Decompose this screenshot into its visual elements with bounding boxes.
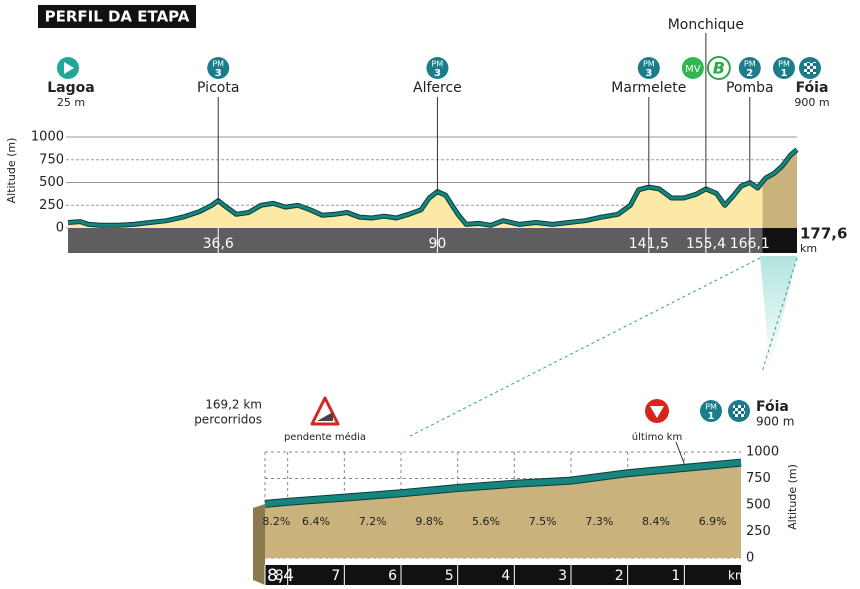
start-note: 169,2 km	[205, 398, 262, 412]
zoom-beam	[760, 256, 797, 370]
start-note: percorridos	[194, 413, 262, 427]
y-tick-label: 0	[746, 551, 754, 566]
gradient-label: 6.9%	[699, 515, 727, 528]
badge-text: MV	[685, 64, 701, 75]
x-tick-label: 166,1	[730, 236, 770, 252]
gradient-label: 7.5%	[529, 515, 557, 528]
gradient-label: 8.4%	[642, 515, 670, 528]
x-tick-label: 155,4	[686, 236, 726, 252]
x-unit: km	[728, 569, 747, 583]
y-tick-label: 750	[746, 471, 771, 486]
title-box	[38, 5, 196, 28]
badge-cat: 2	[746, 68, 753, 79]
profile-line	[264, 459, 742, 507]
profile-line	[67, 148, 798, 227]
badge-cat: 1	[781, 68, 788, 79]
x-unit: km	[800, 242, 817, 255]
waypoint-altitude: 900 m	[794, 96, 829, 109]
chart-title: PERFIL DA ETAPA	[45, 8, 190, 26]
badge-text: PM	[212, 60, 224, 69]
x-tick-label: 3	[558, 568, 567, 584]
x-tick-label: 4	[501, 568, 510, 584]
badge-cat: 3	[645, 68, 652, 79]
x-tick-label: 5	[445, 568, 454, 584]
x-tick-label: 1	[671, 568, 680, 584]
y-tick-label: 1000	[31, 130, 64, 145]
gradient-label: 7.3%	[585, 515, 613, 528]
y-tick-label: 1000	[746, 445, 779, 460]
distance-band	[265, 565, 741, 585]
climb-badge	[738, 57, 761, 79]
y-axis-label: Altitude (m)	[5, 138, 18, 204]
distance-band	[68, 228, 797, 253]
gradient-note: pendente média	[284, 431, 366, 443]
finish-flag	[804, 62, 816, 74]
profile-area	[265, 462, 741, 558]
gradient-label: 6.4%	[302, 515, 330, 528]
climb-badge	[700, 400, 722, 422]
overview-chart: 0 250 500 750 1000 Altitude (m) 36,6 90 141,5 155…	[5, 17, 847, 255]
gradient-label: 7.2%	[359, 515, 387, 528]
badge-cat: 3	[215, 68, 222, 79]
waypoint-name: Lagoa	[47, 80, 94, 96]
badge-cat: 3	[434, 68, 441, 79]
side-face	[253, 503, 265, 585]
zoom-line	[761, 257, 798, 373]
x-tick-label: 8	[275, 568, 284, 584]
x-tick-label: 90	[429, 236, 447, 252]
y-tick-label: 500	[39, 175, 64, 190]
badge-text: PM	[643, 60, 655, 69]
climb-badge	[773, 57, 795, 79]
waypoint-name: Marmelete	[611, 80, 686, 96]
last-km-note: último km	[632, 431, 682, 443]
x-tick-label: 36,6	[203, 236, 234, 252]
x-tick-label: 7	[331, 568, 340, 584]
waypoint-name: Alferce	[413, 80, 462, 96]
y-axis-label: Altitude (m)	[786, 464, 799, 530]
gradient-label: 5.6%	[472, 515, 500, 528]
gradient-label: 8.2%	[262, 515, 290, 528]
finish-name: Fóia	[756, 399, 789, 415]
x-tick-label: 177,6	[800, 225, 847, 243]
badge-text: PM	[744, 60, 756, 69]
warning-slope	[317, 412, 333, 421]
x-tick-label: 6	[388, 568, 397, 584]
zoom-area	[762, 149, 797, 228]
finish-altitude: 900 m	[756, 415, 794, 429]
waypoint-name: Monchique	[668, 17, 744, 33]
badge-text: PM	[778, 60, 790, 69]
last-km-leader	[675, 441, 685, 465]
y-tick-label: 500	[746, 498, 771, 513]
climb-badge	[426, 57, 449, 79]
start-arrow	[64, 62, 74, 74]
badge-text: PM	[705, 403, 717, 412]
y-tick-label: 0	[56, 221, 64, 236]
waypoint-name: Pomba	[726, 80, 774, 96]
badge-text: PM	[432, 60, 444, 69]
gradient-label: 9.8%	[415, 515, 443, 528]
y-tick-label: 250	[39, 198, 64, 213]
waypoint-name: Fóia	[796, 80, 829, 96]
zoom-band	[762, 228, 797, 253]
waypoint-altitude: 25 m	[57, 96, 85, 109]
waypoint-name: Picota	[197, 80, 239, 96]
y-tick-label: 750	[39, 152, 64, 167]
climb-badge	[637, 57, 660, 79]
finish-flag	[733, 405, 745, 417]
badge-text: B	[713, 59, 725, 78]
y-tick-label: 250	[746, 524, 771, 539]
sprint-badge	[681, 57, 704, 79]
x-tick-label: 141,5	[629, 236, 669, 252]
climb-badge	[207, 57, 230, 79]
x-tick-label: 2	[615, 568, 624, 584]
badge-cat: 1	[708, 411, 715, 422]
last-km-arrow	[650, 406, 664, 418]
bonus-badge	[706, 56, 731, 80]
